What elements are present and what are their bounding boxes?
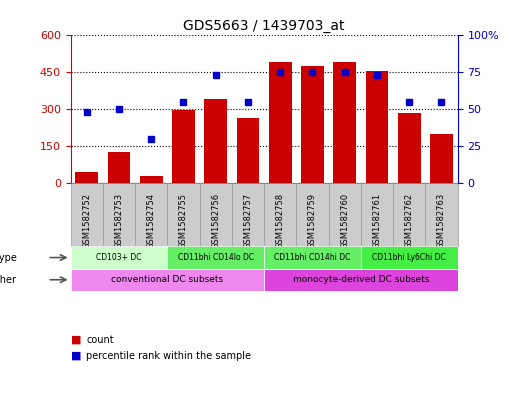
Text: CD11bhi CD14lo DC: CD11bhi CD14lo DC	[178, 253, 254, 262]
Text: CD11bhi Ly6Chi DC: CD11bhi Ly6Chi DC	[372, 253, 446, 262]
Text: GSM1582761: GSM1582761	[372, 193, 381, 249]
Bar	[264, 183, 297, 246]
Text: GSM1582755: GSM1582755	[179, 193, 188, 249]
Bar	[328, 183, 361, 246]
Bar	[103, 183, 135, 246]
Bar	[71, 183, 103, 246]
Text: GSM1582760: GSM1582760	[340, 193, 349, 249]
Bar	[361, 183, 393, 246]
Text: GSM1582757: GSM1582757	[244, 193, 253, 249]
Bar	[140, 176, 163, 183]
Text: GSM1582758: GSM1582758	[276, 193, 285, 249]
Text: GSM1582756: GSM1582756	[211, 193, 220, 249]
Bar	[75, 172, 98, 183]
Text: cell type: cell type	[0, 253, 16, 263]
Bar	[108, 152, 130, 183]
Bar	[71, 269, 264, 291]
Text: ■: ■	[71, 335, 81, 345]
Text: GSM1582752: GSM1582752	[82, 193, 91, 249]
Text: other: other	[0, 275, 16, 285]
Bar	[430, 134, 453, 183]
Title: GDS5663 / 1439703_at: GDS5663 / 1439703_at	[184, 19, 345, 33]
Bar	[398, 113, 420, 183]
Bar	[167, 183, 200, 246]
Text: GSM1582754: GSM1582754	[147, 193, 156, 249]
Text: conventional DC subsets: conventional DC subsets	[111, 275, 223, 284]
Text: percentile rank within the sample: percentile rank within the sample	[86, 351, 251, 361]
Text: monocyte-derived DC subsets: monocyte-derived DC subsets	[293, 275, 429, 284]
Bar	[71, 246, 167, 269]
Bar	[264, 246, 361, 269]
Text: count: count	[86, 335, 114, 345]
Bar	[135, 183, 167, 246]
Bar	[301, 66, 324, 183]
Bar	[264, 269, 458, 291]
Bar	[167, 246, 264, 269]
Text: CD11bhi CD14hi DC: CD11bhi CD14hi DC	[274, 253, 351, 262]
Bar	[366, 71, 388, 183]
Bar	[361, 246, 458, 269]
Bar	[334, 62, 356, 183]
Text: GSM1582759: GSM1582759	[308, 193, 317, 249]
Bar	[425, 183, 458, 246]
Bar	[172, 110, 195, 183]
Bar	[232, 183, 264, 246]
Bar	[393, 183, 425, 246]
Bar	[204, 99, 227, 183]
Bar	[200, 183, 232, 246]
Text: ■: ■	[71, 351, 81, 361]
Text: GSM1582762: GSM1582762	[405, 193, 414, 249]
Bar	[297, 183, 328, 246]
Text: GSM1582753: GSM1582753	[115, 193, 123, 249]
Bar	[237, 118, 259, 183]
Bar	[269, 62, 291, 183]
Text: CD103+ DC: CD103+ DC	[96, 253, 142, 262]
Text: GSM1582763: GSM1582763	[437, 193, 446, 249]
